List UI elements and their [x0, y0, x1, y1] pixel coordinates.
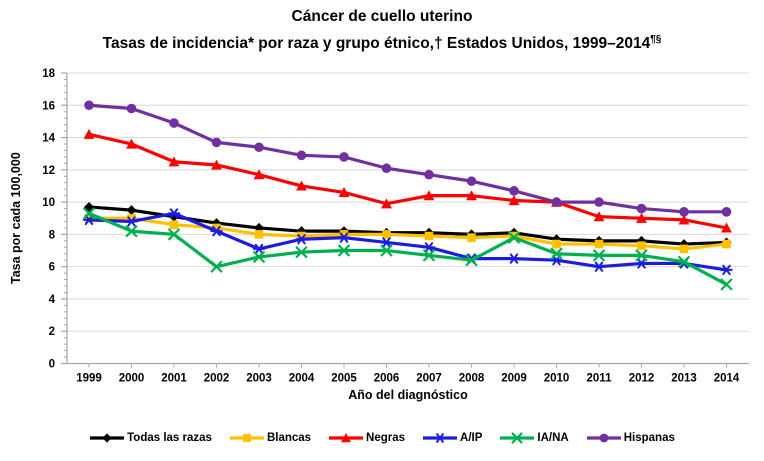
legend-label-negras: Negras [366, 432, 406, 444]
series-negras [83, 128, 732, 233]
svg-text:2012: 2012 [629, 373, 655, 385]
svg-text:14: 14 [42, 133, 55, 145]
legend-marker-triangle-icon [329, 433, 364, 443]
legend-item-a-ip: A/IP [422, 431, 482, 445]
chart-subtitle-footnote-marks: ¶§ [650, 34, 662, 45]
chart-subtitle: Tasas de incidencia* por raza y grupo ét… [0, 29, 764, 55]
svg-text:2001: 2001 [161, 373, 187, 385]
svg-text:2013: 2013 [671, 373, 697, 385]
svg-text:2002: 2002 [204, 373, 230, 385]
series-line-blancas [87, 216, 729, 251]
svg-text:4: 4 [49, 294, 56, 306]
chart-title: Cáncer de cuello uterino [291, 8, 473, 25]
svg-text:18: 18 [42, 68, 55, 80]
svg-text:2014: 2014 [714, 373, 740, 385]
svg-text:16: 16 [42, 100, 55, 112]
series-line-a-ip [87, 211, 729, 272]
series-line-todas-las-razas [87, 205, 729, 246]
legend-marker-diamond-icon [90, 433, 125, 443]
legend-label-todas-las-razas: Todas las razas [127, 432, 212, 444]
svg-text:6: 6 [49, 262, 55, 274]
axes [66, 73, 749, 365]
x-tick-labels: 1999 2000 2001 2002 2003 2004 2005 2006 2007 2008… [76, 373, 740, 385]
legend-item-negras: Negras [328, 431, 405, 445]
legend-label-ia-na: IA/NA [537, 432, 569, 444]
chart-legend: Todas las razas Blancas Negras A/IP IA/NA His… [0, 428, 764, 448]
gridlines [67, 72, 749, 332]
legend-marker-circle-icon [586, 433, 621, 443]
svg-text:2003: 2003 [246, 373, 272, 385]
series-a-ip [82, 208, 733, 276]
svg-text:10: 10 [42, 197, 55, 209]
svg-text:1999: 1999 [76, 373, 102, 385]
legend-label-blancas: Blancas [266, 432, 312, 444]
legend-marker-x-icon [500, 432, 535, 444]
y-tick-labels: 0 2 4 6 8 10 12 14 16 18 [42, 68, 55, 371]
legend-label-hispanas: Hispanas [623, 432, 675, 444]
series-hispanas [84, 100, 732, 217]
series-line-hispanas [87, 103, 729, 214]
svg-text:8: 8 [49, 229, 56, 241]
legend-item-hispanas: Hispanas [586, 431, 675, 445]
svg-text:2: 2 [49, 326, 55, 338]
svg-text:2011: 2011 [587, 373, 613, 385]
x-axis-title: Año del diagnóstico [348, 388, 468, 402]
svg-text:2004: 2004 [289, 373, 315, 385]
legend-label-a-ip: A/IP [460, 432, 483, 444]
svg-text:2000: 2000 [119, 373, 145, 385]
svg-text:0: 0 [49, 359, 55, 371]
svg-text:2009: 2009 [501, 373, 527, 385]
legend-item-todas-las-razas: Todas las razas [89, 431, 212, 445]
series-line-negras [87, 132, 729, 230]
chart-subtitle-text: Tasas de incidencia* por raza y grupo ét… [102, 35, 651, 53]
svg-text:2007: 2007 [416, 373, 442, 385]
svg-text:12: 12 [42, 165, 55, 177]
legend-marker-star-icon [423, 433, 458, 443]
legend-marker-square-icon [229, 434, 264, 442]
svg-text:2010: 2010 [544, 373, 570, 385]
svg-text:2008: 2008 [459, 373, 485, 385]
series-line-ia-na [87, 211, 729, 287]
y-axis-title: Tasa por cada 100,000 [9, 152, 23, 285]
series-ia-na [83, 207, 733, 291]
svg-text:2005: 2005 [331, 373, 357, 385]
svg-text:2006: 2006 [374, 373, 400, 385]
legend-item-ia-na: IA/NA [499, 431, 569, 445]
axis-ticks [61, 72, 727, 368]
legend-item-blancas: Blancas [229, 431, 311, 445]
